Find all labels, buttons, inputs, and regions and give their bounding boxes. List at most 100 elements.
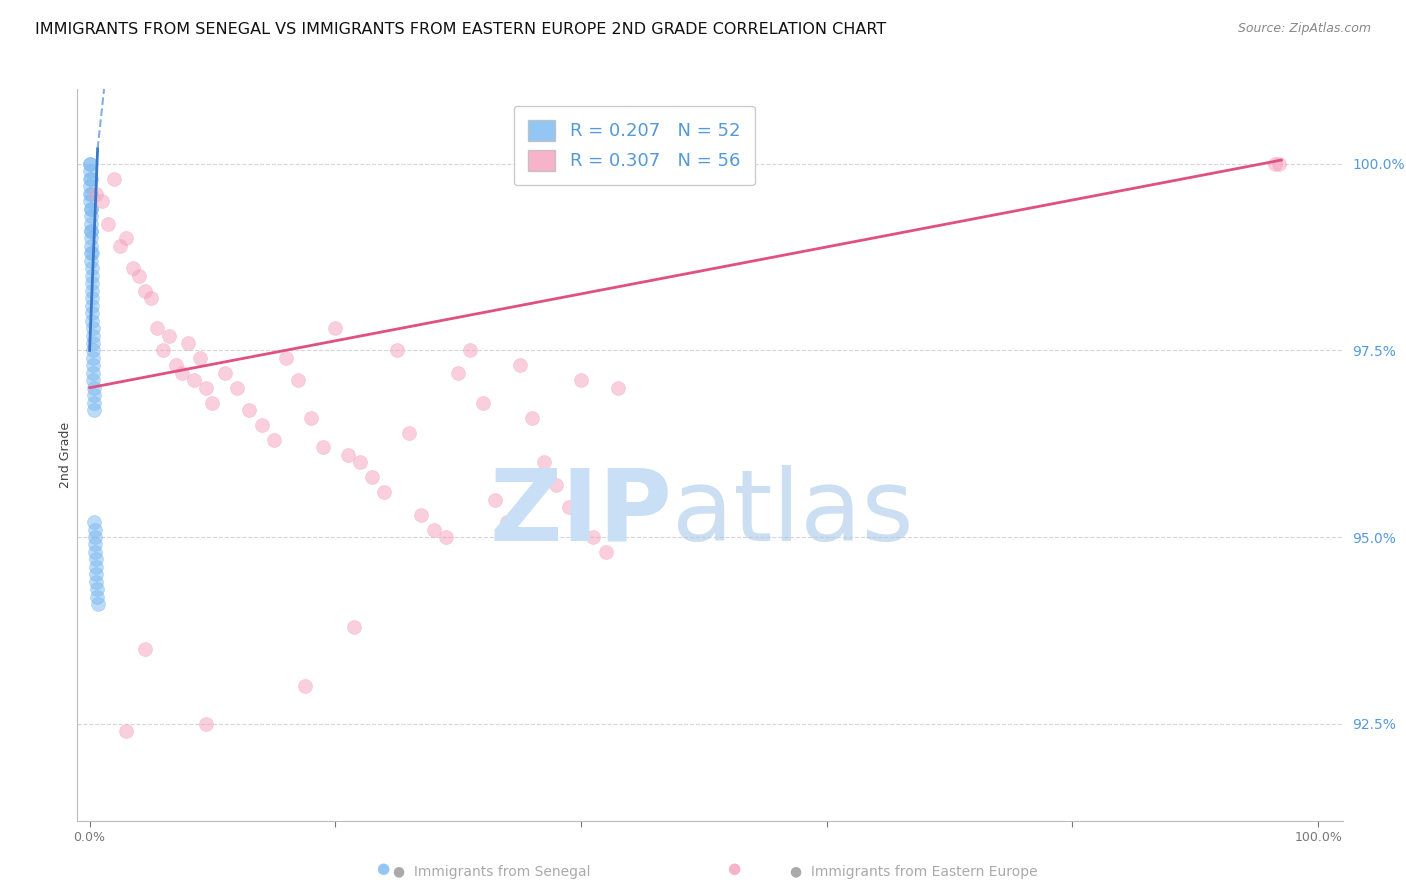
- Point: [336, 448, 359, 462]
- Point: [447, 366, 470, 380]
- Legend: R = 0.207   N = 52, R = 0.307   N = 56: R = 0.207 N = 52, R = 0.307 N = 56: [513, 105, 755, 186]
- Text: ●  Immigrants from Eastern Europe: ● Immigrants from Eastern Europe: [790, 864, 1038, 879]
- Point: [86, 590, 108, 604]
- Point: [294, 679, 316, 693]
- Point: [250, 418, 273, 433]
- Point: [83, 403, 105, 417]
- Point: [195, 716, 218, 731]
- Point: [422, 523, 444, 537]
- Point: [361, 470, 384, 484]
- Point: [546, 477, 568, 491]
- Point: [82, 313, 104, 327]
- Point: [496, 515, 519, 529]
- Point: [349, 455, 371, 469]
- Point: [82, 359, 104, 373]
- Point: [312, 441, 335, 455]
- Point: [343, 619, 366, 633]
- Point: [434, 530, 457, 544]
- Point: [558, 500, 581, 515]
- Point: [80, 291, 103, 305]
- Point: [79, 171, 101, 186]
- Point: [80, 231, 103, 245]
- Text: ●: ●: [375, 861, 389, 876]
- Point: [80, 268, 103, 283]
- Point: [385, 343, 408, 358]
- Point: [276, 351, 298, 365]
- Point: [299, 410, 322, 425]
- Point: [146, 321, 169, 335]
- Point: [121, 261, 143, 276]
- Point: [460, 343, 482, 358]
- Point: [188, 351, 211, 365]
- Point: [152, 343, 174, 358]
- Text: ●: ●: [727, 861, 741, 876]
- Point: [177, 335, 200, 350]
- Point: [83, 381, 105, 395]
- Text: atlas: atlas: [672, 465, 914, 562]
- Point: [83, 523, 105, 537]
- Point: [84, 552, 107, 566]
- Point: [159, 328, 181, 343]
- Point: [79, 194, 101, 209]
- Point: [82, 306, 104, 320]
- Point: [183, 373, 205, 387]
- Point: [226, 381, 249, 395]
- Point: [471, 395, 494, 409]
- Point: [595, 545, 617, 559]
- Point: [373, 485, 395, 500]
- Point: [80, 217, 103, 231]
- Point: [80, 209, 103, 223]
- Point: [238, 403, 260, 417]
- Point: [79, 202, 101, 216]
- Point: [82, 328, 104, 343]
- Point: [134, 642, 156, 657]
- Point: [115, 724, 138, 739]
- Point: [1268, 157, 1291, 171]
- Point: [80, 246, 103, 260]
- Point: [103, 171, 125, 186]
- Point: [323, 321, 346, 335]
- Point: [79, 171, 101, 186]
- Point: [82, 321, 104, 335]
- Point: [84, 537, 107, 551]
- Point: [80, 202, 103, 216]
- Text: Source: ZipAtlas.com: Source: ZipAtlas.com: [1237, 22, 1371, 36]
- Point: [195, 381, 218, 395]
- Point: [80, 277, 103, 291]
- Point: [82, 373, 104, 387]
- Point: [263, 433, 285, 447]
- Point: [79, 179, 101, 194]
- Point: [83, 388, 105, 402]
- Point: [83, 395, 105, 409]
- Point: [84, 545, 107, 559]
- Text: ●  Immigrants from Senegal: ● Immigrants from Senegal: [394, 864, 591, 879]
- Point: [533, 455, 555, 469]
- Point: [201, 395, 224, 409]
- Point: [134, 284, 156, 298]
- Y-axis label: 2nd Grade: 2nd Grade: [59, 422, 72, 488]
- Text: IMMIGRANTS FROM SENEGAL VS IMMIGRANTS FROM EASTERN EUROPE 2ND GRADE CORRELATION : IMMIGRANTS FROM SENEGAL VS IMMIGRANTS FR…: [35, 22, 886, 37]
- Point: [79, 157, 101, 171]
- Point: [80, 186, 103, 201]
- Point: [520, 410, 543, 425]
- Point: [79, 186, 101, 201]
- Text: ZIP: ZIP: [489, 465, 672, 562]
- Point: [82, 299, 104, 313]
- Point: [214, 366, 236, 380]
- Point: [582, 530, 605, 544]
- Point: [128, 268, 150, 283]
- Point: [484, 492, 506, 507]
- Point: [80, 284, 103, 298]
- Point: [398, 425, 420, 440]
- Point: [139, 291, 162, 305]
- Point: [1264, 157, 1286, 171]
- Point: [509, 359, 531, 373]
- Point: [606, 381, 628, 395]
- Point: [82, 343, 104, 358]
- Point: [82, 335, 104, 350]
- Point: [411, 508, 433, 522]
- Point: [165, 359, 187, 373]
- Point: [82, 351, 104, 365]
- Point: [86, 574, 108, 589]
- Point: [287, 373, 309, 387]
